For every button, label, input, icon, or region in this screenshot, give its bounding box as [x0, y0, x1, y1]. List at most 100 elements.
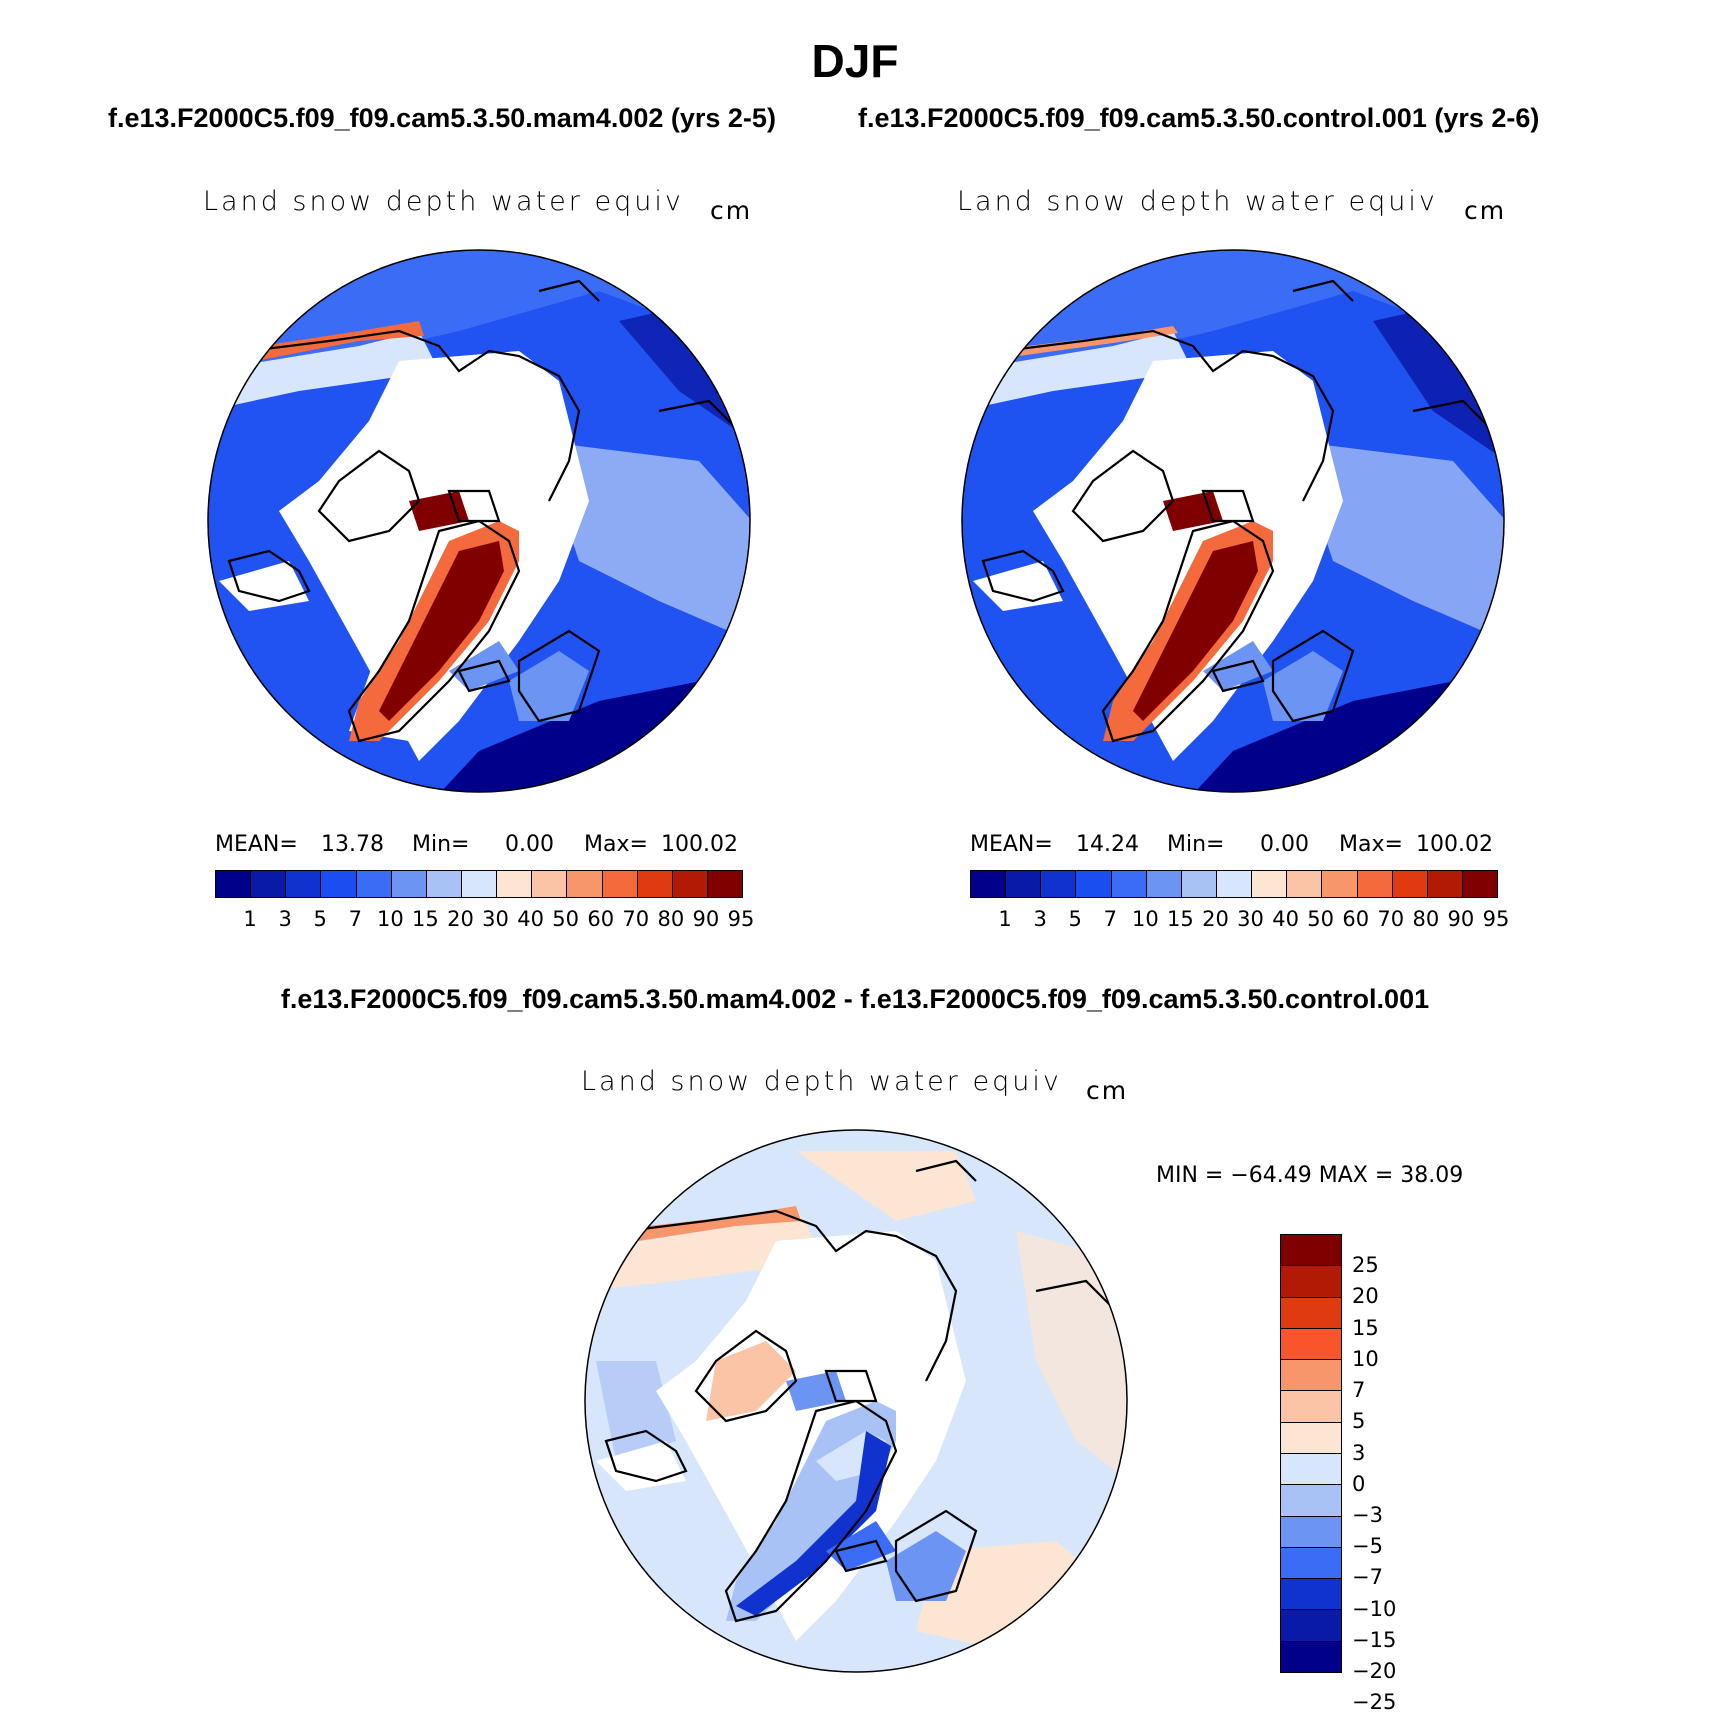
figure-title: DJF [811, 35, 899, 87]
panel1-mean-value: 13.78 [321, 832, 384, 857]
panel1-units: cm [710, 196, 753, 225]
panel2-colorbar-swatch [1181, 871, 1217, 897]
diff-colorbar-swatch [1281, 1485, 1341, 1517]
panel1-colorbar-swatch [602, 871, 638, 897]
panel2-colorbar-swatch [1462, 871, 1498, 897]
diff-colorbar-swatch [1281, 1422, 1341, 1454]
panel1-colorbar-tick-label: 70 [622, 907, 650, 931]
diff-colorbar-tick-label: −3 [1352, 1502, 1383, 1527]
diff-colorbar-swatch [1281, 1266, 1341, 1298]
panel1-colorbar-swatch [672, 871, 708, 897]
panel1-colorbar-swatch [637, 871, 673, 897]
panel2-colorbar-swatch [1111, 871, 1147, 897]
panel1-colorbar-swatch [356, 871, 392, 897]
panel2-mean-value: 14.24 [1076, 832, 1139, 857]
panel2-colorbar-tick-label: 30 [1237, 907, 1264, 931]
diff-colorbar-tick-label: −20 [1352, 1659, 1397, 1683]
diff-colorbar-swatch [1281, 1453, 1341, 1486]
panel1-mean-label: MEAN= [215, 832, 298, 857]
panel2-colorbar-tick-label: 10 [1131, 907, 1159, 931]
panel1-colorbar-tick-label: 15 [412, 907, 439, 931]
panel1-colorbar-tick-label: 20 [447, 907, 474, 931]
panel1-min-label: Min= [412, 832, 470, 857]
panel2-variable-title: Land snow depth water equiv [957, 186, 1438, 217]
panel2-stats: MEAN= 14.24 Min= 0.00 Max= 100.02 [970, 832, 1510, 862]
panel2-max-value: 100.02 [1416, 832, 1493, 857]
diff-colorbar-tick-label: 5 [1352, 1409, 1366, 1434]
panel2-colorbar-swatch [1041, 871, 1077, 897]
panel2-colorbar-tick-label: 60 [1342, 907, 1370, 931]
panel2-colorbar-swatch [1076, 871, 1112, 897]
diff-map [584, 1129, 1128, 1673]
diff-colorbar-tick-label: −15 [1352, 1627, 1397, 1652]
panel2-colorbar-swatch [1357, 871, 1393, 897]
diff-colorbar-tick-label: −5 [1352, 1534, 1383, 1559]
diff-colorbar-swatch [1281, 1328, 1341, 1361]
panel2-colorbar-tick-label: 40 [1272, 907, 1299, 931]
panel2-colorbar-tick-label: 80 [1412, 907, 1440, 931]
panel1-colorbar-tick-label: 80 [657, 907, 685, 931]
diff-colorbar-swatch [1281, 1235, 1341, 1267]
diff-colorbar-tick-label: −7 [1352, 1565, 1383, 1590]
panel1-colorbar-tick-label: 90 [692, 907, 720, 931]
panel2-map [961, 249, 1505, 793]
diff-colorbar-swatch [1281, 1547, 1341, 1580]
panel2-colorbar-tick-label: 70 [1377, 907, 1405, 931]
panel1-min-value: 0.00 [505, 832, 554, 857]
panel1-colorbar-swatch [251, 871, 287, 897]
panel1-colorbar-tick-label: 40 [517, 907, 544, 931]
panel1-colorbar-tick-label: 1 [243, 907, 257, 931]
diff-colorbar-tick-label: 3 [1352, 1440, 1366, 1465]
diff-colorbar-tick-label: 7 [1352, 1378, 1366, 1403]
panel2-colorbar-swatch [1392, 871, 1428, 897]
diff-colorbar-tick-label: 25 [1352, 1253, 1379, 1278]
diff-subtitle: f.e13.F2000C5.f09_f09.cam5.3.50.mam4.002… [280, 984, 1430, 1014]
diff-colorbar-swatch [1281, 1297, 1341, 1329]
panel1-stats: MEAN= 13.78 Min= 0.00 Max= 100.02 [215, 832, 755, 862]
diff-colorbar-swatch [1281, 1516, 1341, 1548]
panel1-colorbar-swatch [567, 871, 603, 897]
diff-units: cm [1086, 1076, 1129, 1105]
panel2-min-label: Min= [1167, 832, 1225, 857]
panel1-colorbar-tick-label: 10 [376, 907, 404, 931]
panel1-colorbar-swatch [497, 871, 533, 897]
diff-colorbar-swatch [1281, 1391, 1341, 1423]
panel2-colorbar-tick-label: 3 [1033, 907, 1047, 931]
panel1-colorbar-labels: 1 3 5 7 10 15 20 30 40 50 60 70 80 90 95 [215, 907, 754, 933]
diff-variable-title: Land snow depth water equiv [581, 1066, 1062, 1097]
panel2-min-value: 0.00 [1260, 832, 1309, 857]
panel2-colorbar-swatch [971, 871, 1007, 897]
panel1-colorbar-tick-label: 7 [348, 907, 362, 931]
panel2-colorbar-swatch [1287, 871, 1323, 897]
panel2-colorbar-tick-label: 50 [1307, 907, 1335, 931]
panel1-max-value: 100.02 [661, 832, 738, 857]
panel1-colorbar-swatch [461, 871, 498, 897]
panel2-colorbar-tick-label: 95 [1482, 907, 1510, 931]
panel2-mean-label: MEAN= [970, 832, 1053, 857]
panel2-colorbar-tick-label: 20 [1202, 907, 1229, 931]
panel2-colorbar-swatch [1216, 871, 1253, 897]
panel2-colorbar-labels: 1 3 5 7 10 15 20 30 40 50 60 70 80 90 95 [970, 907, 1509, 933]
diff-colorbar-tick-label: 20 [1352, 1284, 1379, 1309]
panel1-colorbar-swatch [216, 871, 252, 897]
panel1-colorbar-tick-label: 60 [587, 907, 615, 931]
diff-colorbar [1280, 1234, 1342, 1673]
panel2-colorbar-swatch [1006, 871, 1042, 897]
diff-colorbar-labels: 25 20 15 10 7 5 3 0 −3 −5 −7 −10 −15 −20 −25 [1352, 1234, 1432, 1714]
diff-colorbar-tick-label: 0 [1352, 1471, 1366, 1496]
panel1-colorbar-tick-label: 95 [727, 907, 755, 931]
panel2-colorbar-swatch [1146, 871, 1182, 897]
panel1-colorbar-tick-label: 3 [278, 907, 292, 931]
diff-minmax: MIN = −64.49 MAX = 38.09 [1156, 1163, 1464, 1188]
diff-colorbar-swatch [1281, 1579, 1341, 1611]
panel2-colorbar-swatch [1252, 871, 1288, 897]
panel1-colorbar-tick-label: 5 [313, 907, 327, 931]
diff-colorbar-tick-label: 15 [1352, 1315, 1379, 1340]
panel1-colorbar-swatch [426, 871, 462, 897]
panel1-colorbar-swatch [391, 871, 427, 897]
panel2-colorbar-tick-label: 1 [998, 907, 1012, 931]
diff-colorbar-tick-label: −10 [1352, 1596, 1397, 1621]
panel1-colorbar-swatch [707, 871, 743, 897]
panel1-map [207, 249, 751, 793]
diff-colorbar-swatch [1281, 1641, 1341, 1672]
